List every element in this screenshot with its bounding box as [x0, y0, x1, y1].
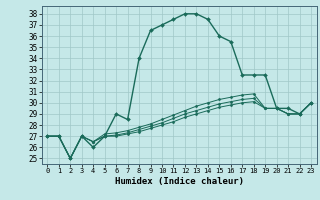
X-axis label: Humidex (Indice chaleur): Humidex (Indice chaleur): [115, 177, 244, 186]
